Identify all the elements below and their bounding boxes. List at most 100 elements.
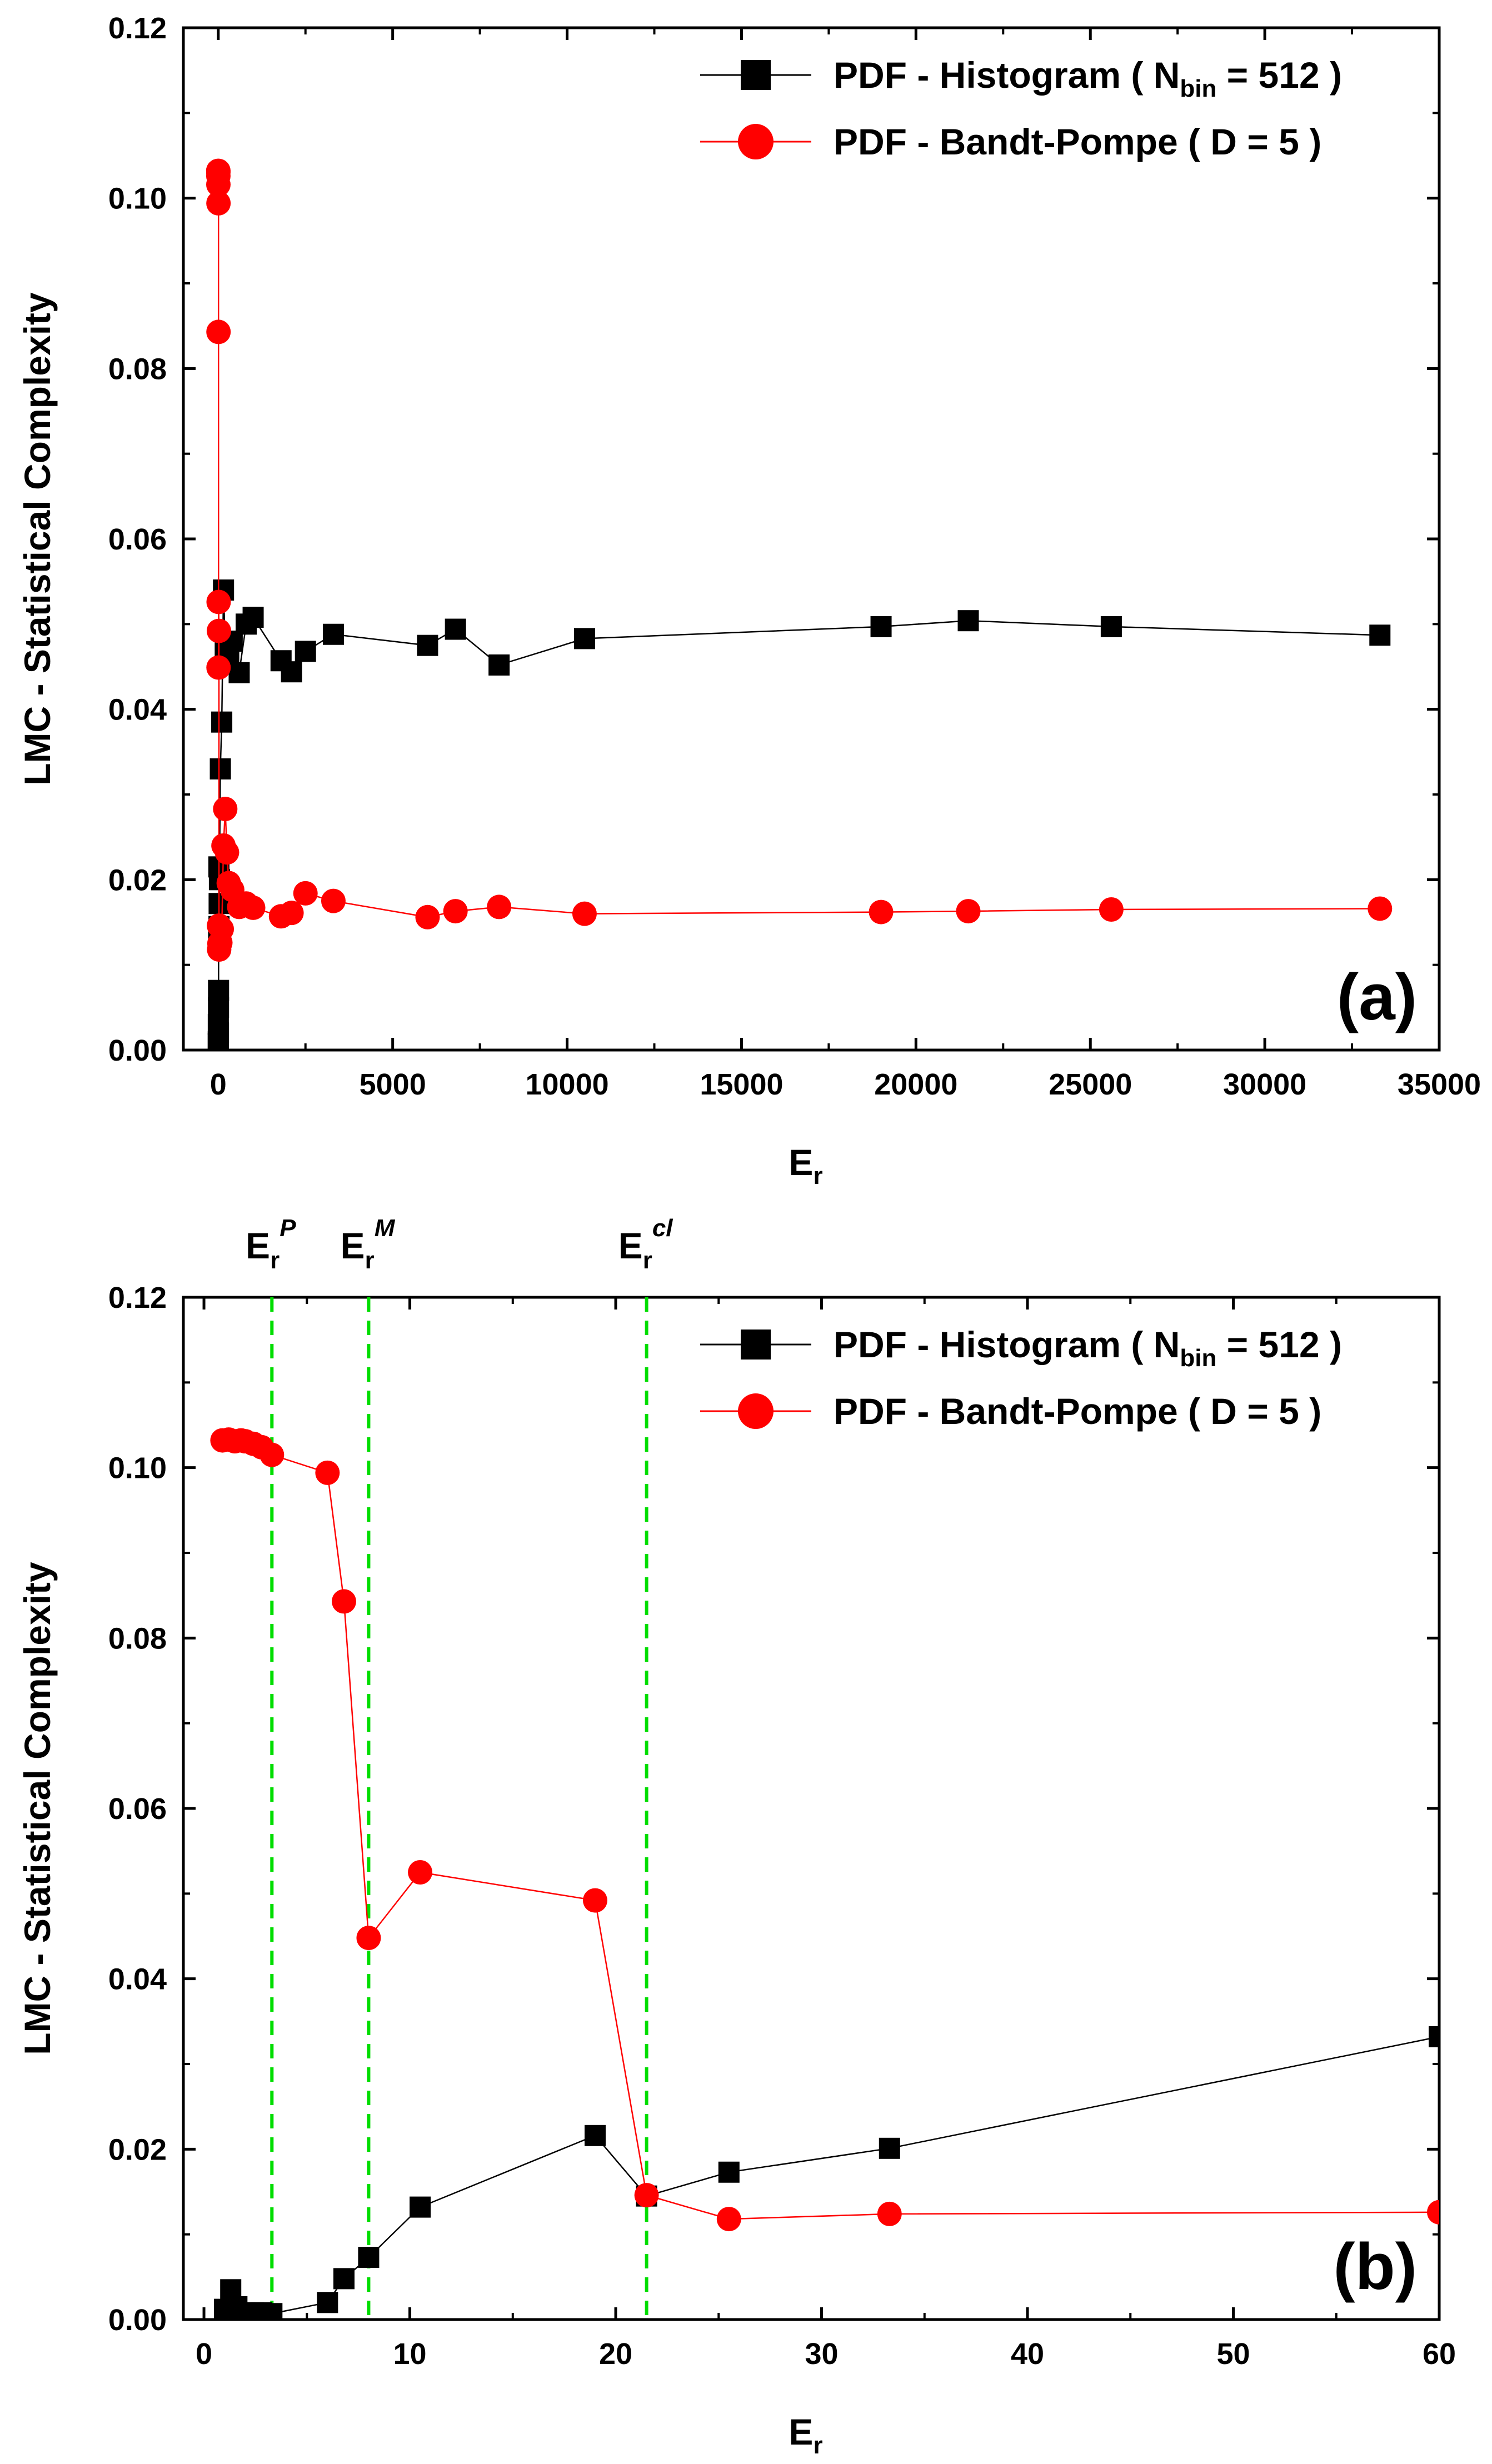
data-point-circle	[572, 901, 597, 926]
data-point-square	[718, 2161, 740, 2183]
x-tick-label: 20000	[874, 1068, 957, 1101]
x-tick-label: 40	[1011, 2337, 1044, 2371]
data-point-circle	[206, 618, 231, 643]
x-tick-label: 10	[393, 2337, 427, 2371]
y-axis-label: LMC - Statistical Complexity	[17, 1562, 58, 2055]
data-point-circle	[1099, 897, 1124, 922]
legend-marker-square	[741, 1330, 771, 1360]
y-axis-label: LMC - Statistical Complexity	[17, 292, 58, 786]
x-tick-label: 35000	[1398, 1068, 1481, 1101]
x-axis-label: Er	[789, 2411, 822, 2459]
series-line	[217, 589, 1380, 1046]
data-point-square	[1369, 624, 1391, 646]
x-tick-label: 10000	[525, 1068, 608, 1101]
legend-entry-bandt-pompe: PDF - Bandt-Pompe ( D = 5 )	[834, 1391, 1321, 1432]
data-point-circle	[206, 589, 231, 614]
data-point-square	[445, 618, 466, 640]
data-point-circle	[279, 901, 304, 926]
data-point-circle	[293, 881, 318, 906]
data-point-circle	[408, 1860, 433, 1885]
plot-frame	[182, 26, 1441, 1052]
x-tick-label: 30	[805, 2337, 838, 2371]
data-point-square	[242, 607, 264, 628]
data-point-circle	[241, 895, 266, 920]
x-tick-label: 15000	[700, 1068, 783, 1101]
legend-marker-circle	[738, 124, 774, 159]
series-bandt-pompe	[206, 158, 1393, 962]
data-point-circle	[487, 894, 512, 919]
data-point-square	[573, 628, 595, 649]
y-tick-label: 0.12	[108, 12, 167, 45]
series-bandt-pompe	[210, 1427, 1439, 2232]
data-point-circle	[1368, 896, 1393, 921]
data-point-square	[410, 2196, 431, 2218]
data-point-square	[333, 2268, 355, 2290]
data-point-square	[261, 2303, 283, 2320]
data-point-circle	[877, 2201, 902, 2226]
x-tick-label: 30000	[1223, 1068, 1306, 1101]
data-point-square	[358, 2247, 380, 2268]
y-tick-label: 0.02	[108, 863, 167, 897]
data-point-circle	[1427, 2200, 1439, 2225]
y-tick-label: 0.00	[108, 1034, 167, 1067]
legend-marker-circle	[738, 1393, 774, 1429]
y-tick-label: 0.10	[108, 1452, 167, 1485]
y-tick-label: 0.12	[108, 1281, 167, 1315]
data-point-circle	[209, 917, 234, 942]
y-tick-label: 0.08	[108, 1622, 167, 1655]
x-tick-label: 20	[599, 2337, 632, 2371]
series-histogram	[214, 2026, 1439, 2320]
data-point-square	[281, 661, 302, 683]
panel-label: (a)	[1337, 961, 1417, 1034]
panel-b: 0.00 0.02 0.04 0.06 0.08 0.10 0.12 0 10 20 30 40 50 6…	[17, 1214, 1456, 2459]
data-point-square	[317, 2292, 338, 2313]
data-point-circle	[213, 797, 238, 822]
data-point-circle	[321, 888, 346, 913]
data-point-square	[209, 758, 231, 779]
data-point-circle	[206, 655, 231, 680]
data-point-circle	[716, 2207, 741, 2232]
legend-entry-histogram: PDF - Histogram ( Nbin = 512 )	[834, 1324, 1342, 1372]
series-histogram	[207, 579, 1391, 1050]
panel-label: (b)	[1333, 2230, 1417, 2303]
x-tick-label: 50	[1216, 2337, 1250, 2371]
data-point-square	[208, 1022, 229, 1044]
data-point-circle	[356, 1926, 381, 1951]
y-tick-label: 0.06	[108, 1792, 167, 1826]
data-point-square	[417, 634, 438, 656]
data-point-square	[488, 654, 510, 676]
data-point-square	[1429, 2026, 1439, 2047]
y-tick-label: 0.00	[108, 2303, 167, 2337]
plot-frame	[182, 1296, 1441, 2321]
y-tick-label: 0.02	[108, 2133, 167, 2166]
data-point-circle	[634, 2183, 659, 2208]
data-point-circle	[582, 1888, 607, 1913]
data-point-circle	[331, 1589, 356, 1614]
threshold-label: Ercl	[618, 1214, 673, 1274]
data-point-square	[211, 711, 233, 733]
legend-marker-square	[741, 60, 771, 90]
panel-a: 0.00 0.02 0.04 0.06 0.08 0.10 0.12 0 5000 10000 15…	[17, 12, 1481, 1189]
data-point-circle	[206, 319, 231, 344]
y-tick-label: 0.08	[108, 352, 167, 386]
legend-entry-bandt-pompe: PDF - Bandt-Pompe ( D = 5 )	[834, 121, 1321, 162]
y-tick-label: 0.04	[108, 693, 167, 727]
data-point-circle	[869, 899, 894, 924]
data-point-circle	[315, 1460, 340, 1485]
x-axis-label: Er	[789, 1142, 822, 1189]
data-point-square	[208, 979, 229, 1001]
data-point-square	[957, 610, 979, 632]
threshold-label: ErM	[341, 1214, 396, 1274]
y-tick-label: 0.04	[108, 1963, 167, 1996]
x-tick-label: 0	[196, 2337, 212, 2371]
data-point-square	[322, 623, 344, 645]
y-tick-label: 0.06	[108, 523, 167, 556]
data-point-circle	[214, 840, 239, 865]
data-point-square	[870, 616, 892, 637]
legend-entry-histogram: PDF - Histogram ( Nbin = 512 )	[834, 54, 1342, 102]
data-point-circle	[206, 191, 231, 216]
series-line	[222, 1438, 1439, 2220]
x-tick-label: 0	[210, 1068, 227, 1101]
x-tick-label: 25000	[1049, 1068, 1132, 1101]
